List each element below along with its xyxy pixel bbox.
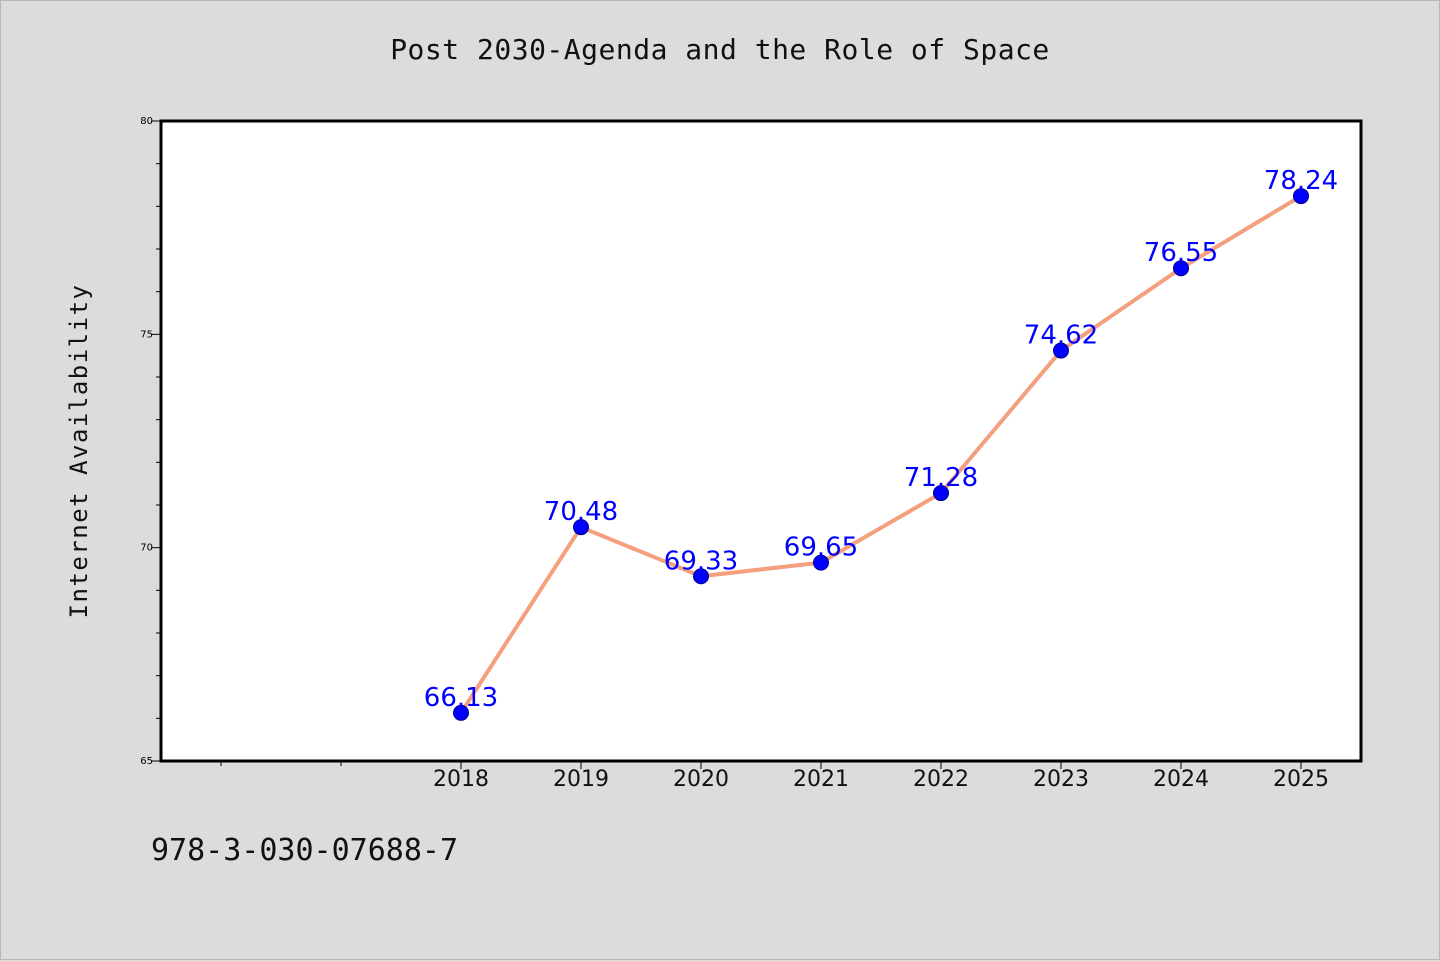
- x-tick-label: 2023: [1033, 767, 1089, 792]
- x-tick-label: 2024: [1153, 767, 1209, 792]
- x-tick-label: 2018: [433, 767, 489, 792]
- y-tick-label: 75: [140, 329, 153, 340]
- x-tick-label: 2021: [793, 767, 849, 792]
- data-point: [453, 704, 469, 721]
- x-tick-label: 2019: [553, 767, 609, 792]
- data-point: [813, 554, 829, 571]
- x-tick-label: 2025: [1273, 767, 1329, 792]
- data-point: [1053, 342, 1069, 359]
- x-tick-label: 2022: [913, 767, 969, 792]
- y-tick-label: 65: [140, 756, 153, 767]
- data-label: 78.24: [1264, 166, 1338, 196]
- data-label: 71.28: [904, 463, 978, 493]
- data-label: 69.65: [784, 533, 858, 563]
- data-point: [573, 519, 589, 536]
- isbn-text: 978-3-030-07688-7: [151, 833, 459, 868]
- data-point: [1173, 260, 1189, 277]
- data-label: 76.55: [1144, 238, 1218, 268]
- chart-title: Post 2030-Agenda and the Role of Space: [390, 33, 1050, 66]
- data-point: [933, 485, 949, 502]
- data-label: 66.13: [424, 683, 498, 713]
- y-tick-label: 70: [140, 543, 153, 554]
- data-point: [693, 568, 709, 585]
- x-tick-label: 2020: [673, 767, 729, 792]
- data-label: 74.62: [1024, 321, 1098, 351]
- plot-area: [159, 119, 1363, 763]
- data-point: [1293, 188, 1309, 205]
- y-tick-label: 80: [140, 116, 153, 127]
- data-label: 70.48: [544, 497, 618, 527]
- data-label: 69.33: [664, 546, 738, 576]
- series-line: [459, 194, 1303, 715]
